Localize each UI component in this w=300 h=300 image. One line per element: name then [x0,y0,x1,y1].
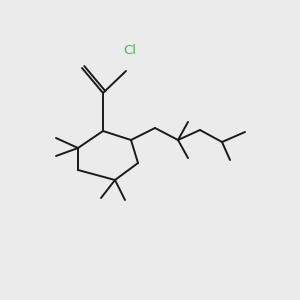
Text: Cl: Cl [124,44,136,57]
